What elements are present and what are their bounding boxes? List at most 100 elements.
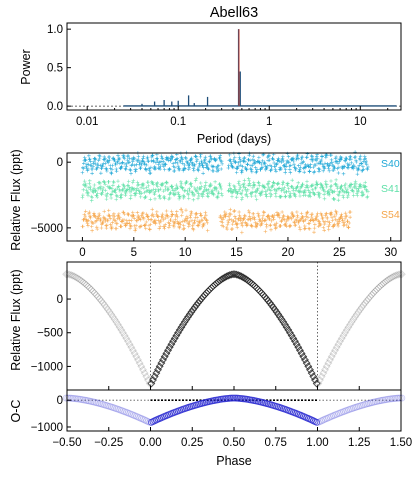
phase-point [351, 312, 360, 321]
residual-point [117, 406, 125, 414]
residual-point [101, 401, 109, 409]
phase-point [362, 296, 371, 305]
residual-point [336, 409, 344, 417]
phase-point [134, 355, 142, 364]
residual-point [380, 396, 387, 404]
phase-point [349, 315, 358, 324]
residual-point [319, 416, 327, 424]
residual-point [329, 412, 337, 420]
phase-point [329, 349, 338, 358]
phase-point [130, 349, 139, 358]
residual-point [114, 405, 122, 413]
residual-point [131, 412, 139, 420]
phase-point [88, 287, 97, 296]
legend-label: S41 [381, 183, 400, 195]
residual-point [89, 398, 97, 406]
phase-point [135, 359, 144, 368]
residual-point [313, 418, 321, 426]
x-tick-label: 0.50 [223, 437, 245, 449]
residual-point [132, 412, 140, 420]
residual-axes: −0.50 −0.25 0.00 0.25 0.50 0.75 1.00 1.25 1.50 0 −… [31, 395, 413, 449]
residual-point [331, 411, 339, 419]
periodogram-xlabel: Period (days) [197, 132, 271, 146]
phase-point [237, 272, 246, 281]
phase-point [124, 337, 132, 346]
residual-point [142, 417, 150, 425]
residual-point [348, 405, 356, 413]
phase-point [105, 308, 114, 316]
phase-point [95, 294, 104, 303]
series-markers [80, 176, 370, 203]
phase-point [127, 343, 136, 352]
residual-point [107, 403, 115, 411]
phase-point [82, 280, 91, 289]
residual-point [71, 395, 78, 403]
y-tick-label: 0 [57, 395, 63, 407]
phase-point [361, 298, 370, 307]
x-tick-label: 0 [79, 247, 85, 259]
lightcurve-panel: 0 5 10 15 20 25 30 0 −5000 Relative Flux (ppt) S… [9, 149, 402, 259]
phase-point [90, 289, 99, 297]
y-tick-label: −1000 [31, 422, 63, 434]
residual-point [375, 397, 382, 405]
residual-point [81, 396, 88, 404]
legend-label: S54 [381, 209, 400, 221]
residual-point [127, 410, 135, 418]
residual-point [112, 405, 120, 413]
periodogram-panel: Abell63 0.01 0.1 1 10 0.0 0.5 1.0 Period (days… [19, 5, 402, 146]
phase-point [100, 301, 109, 310]
phase-point [379, 279, 388, 288]
y-tick-label: 0 [57, 157, 63, 169]
residual-point [323, 415, 331, 422]
phase-point [306, 365, 314, 374]
residual-point [368, 399, 376, 407]
residual-point [356, 402, 364, 410]
phase-point [391, 271, 400, 280]
residual-point [361, 400, 369, 408]
residual-point [124, 409, 132, 417]
phase-point [374, 283, 383, 292]
phase-point [336, 337, 344, 346]
residual-point [398, 394, 406, 402]
x-tick-label: 25 [333, 247, 346, 259]
residual-point [369, 398, 377, 406]
residual-point [321, 415, 329, 423]
series-markers [80, 150, 370, 176]
lightcurve-axes: 0 5 10 15 20 25 30 0 −5000 [31, 157, 397, 259]
residual-point [339, 408, 347, 416]
residual-point [359, 401, 367, 409]
residual-point [86, 397, 93, 405]
phase-point [80, 279, 89, 288]
residual-point [396, 394, 404, 402]
residual-point [371, 398, 379, 406]
residual-point [378, 396, 386, 404]
residual-point [386, 395, 394, 403]
lightcurve-ylabel: Relative Flux (ppt) [9, 149, 23, 250]
phase-point [145, 379, 154, 388]
phase-ylabel: Relative Flux (ppt) [9, 269, 23, 370]
residual-point [109, 404, 117, 411]
periodogram-data [67, 29, 401, 107]
phase-axes: 0 −500 −1000 [31, 294, 402, 390]
phase-point [344, 323, 353, 332]
phase-point [239, 273, 248, 282]
residual-point [390, 395, 397, 403]
phase-point [102, 303, 111, 312]
y-tick-label: 1.0 [47, 24, 63, 36]
phase-point [337, 334, 346, 343]
residual-point [121, 408, 129, 416]
phase-point [77, 276, 86, 285]
residual-point [69, 394, 77, 402]
phase-point [389, 272, 398, 281]
x-tick-label: 0.75 [265, 437, 287, 449]
phase-point [366, 292, 375, 301]
phase-point [140, 369, 149, 378]
residual-point [326, 413, 334, 421]
phase-point [317, 372, 326, 381]
residual-point [338, 408, 346, 416]
phase-point [381, 277, 390, 286]
lightcurve-data [80, 150, 370, 235]
phase-point [93, 292, 102, 301]
phase-point [108, 312, 117, 321]
